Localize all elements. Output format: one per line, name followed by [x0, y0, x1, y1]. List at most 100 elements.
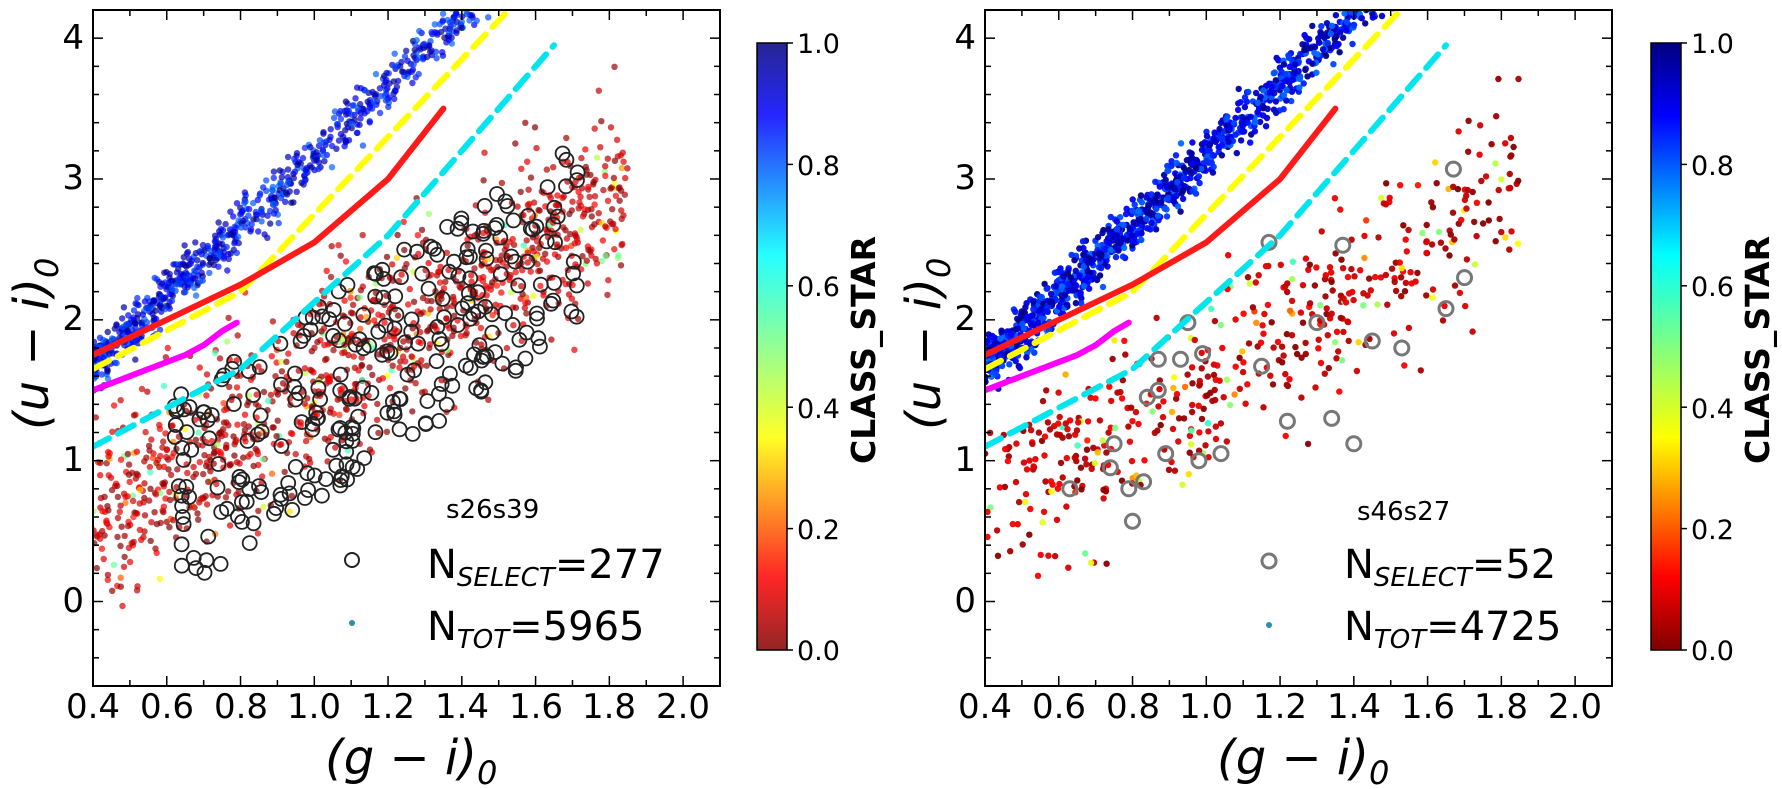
star-point: [1300, 80, 1307, 87]
star-point: [505, 3, 511, 9]
star-point: [185, 255, 193, 262]
galaxy-point: [147, 485, 154, 492]
galaxy-point: [1114, 389, 1121, 396]
star-point: [335, 137, 343, 144]
star-point: [1234, 106, 1242, 114]
galaxy-point: [487, 286, 494, 293]
galaxy-point: [1342, 299, 1350, 306]
galaxy-point: [517, 188, 524, 196]
galaxy-point: [1403, 248, 1411, 255]
selected-point: [330, 283, 347, 300]
galaxy-point: [363, 313, 370, 321]
star-point: [466, 17, 473, 24]
galaxy-point: [383, 253, 391, 261]
star-point: [1129, 237, 1136, 244]
star-point: [423, 53, 431, 61]
galaxy-point: [1374, 301, 1381, 308]
selected-point: [414, 265, 431, 282]
y-tick-label: 4: [954, 18, 976, 58]
star-point: [421, 40, 428, 47]
selected-point: [213, 371, 230, 388]
selected-point: [231, 468, 248, 485]
galaxy-point: [400, 218, 407, 226]
star-point: [1378, 12, 1386, 20]
selected-point: [356, 450, 373, 467]
galaxy-point: [1407, 269, 1414, 276]
star-point: [413, 37, 420, 44]
star-point: [349, 102, 356, 109]
selected-point: [251, 478, 267, 495]
star-point: [1019, 320, 1026, 328]
field-annotation: s46s27: [1357, 497, 1450, 527]
x-axis-subscript: 0: [1369, 754, 1389, 789]
star-point: [1148, 219, 1155, 227]
star-point: [227, 231, 235, 238]
galaxy-point: [273, 433, 280, 440]
star-point: [1099, 283, 1107, 291]
galaxy-point: [167, 471, 175, 479]
galaxy-point: [117, 542, 124, 550]
star-point: [1358, 15, 1366, 22]
star-point: [212, 256, 220, 264]
star-point: [233, 249, 240, 257]
galaxy-point: [611, 63, 618, 70]
star-point: [1370, 0, 1376, 5]
galaxy-point: [1493, 113, 1500, 120]
star-point: [1262, 123, 1270, 130]
galaxy-point: [1059, 474, 1066, 481]
star-point: [1085, 273, 1092, 281]
selected-point: [308, 404, 325, 421]
galaxy-point: [611, 179, 618, 187]
star-point: [180, 254, 187, 261]
selected-point: [252, 407, 269, 424]
star-point: [1327, 30, 1335, 37]
galaxy-point: [1401, 288, 1409, 295]
star-point: [1174, 179, 1181, 186]
star-point: [204, 242, 211, 250]
galaxy-point: [1188, 364, 1196, 371]
x-axis-subscript: 0: [477, 754, 497, 789]
selected-point: [386, 406, 403, 423]
galaxy-point: [133, 587, 141, 594]
star-point: [253, 211, 261, 219]
galaxy-point: [1492, 160, 1499, 167]
galaxy-point: [1179, 481, 1186, 488]
galaxy-point: [1278, 343, 1286, 350]
star-point: [1254, 99, 1261, 107]
galaxy-point: [259, 456, 267, 463]
selected-point: [355, 306, 372, 323]
selected-point: [309, 410, 326, 427]
legend-marker-select: [1260, 552, 1278, 570]
galaxy-point: [1286, 376, 1293, 383]
star-point: [411, 46, 418, 54]
galaxy-point: [571, 240, 578, 247]
selected-point: [436, 309, 453, 326]
selected-point: [558, 178, 574, 195]
galaxy-point: [1039, 397, 1047, 405]
selected-point: [547, 234, 563, 251]
galaxy-point: [1034, 572, 1042, 579]
star-point: [1071, 257, 1078, 264]
galaxy-point: [1508, 228, 1515, 235]
galaxy-point: [1051, 552, 1059, 560]
star-point: [486, 0, 492, 6]
scatter-points: [93, 0, 631, 610]
galaxy-point: [405, 301, 412, 308]
galaxy-point: [1297, 309, 1305, 316]
star-point: [439, 10, 447, 17]
galaxy-point: [1171, 467, 1179, 474]
galaxy-point: [1402, 236, 1409, 243]
star-point: [415, 70, 422, 78]
galaxy-point: [1323, 305, 1330, 312]
star-point: [199, 259, 206, 267]
colorbar-tick-label: 0.6: [1691, 272, 1734, 303]
galaxy-point: [224, 405, 231, 413]
galaxy-point: [602, 163, 609, 170]
galaxy-point: [241, 411, 249, 418]
selected-point: [293, 414, 310, 431]
y-axis-title: (u − i)0: [896, 258, 958, 430]
galaxy-point: [144, 388, 151, 395]
galaxy-point: [1464, 186, 1472, 194]
star-point: [1223, 116, 1230, 123]
galaxy-point: [1055, 420, 1062, 427]
